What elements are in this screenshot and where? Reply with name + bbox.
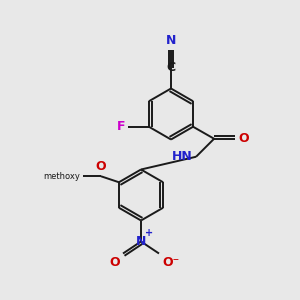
Text: O: O bbox=[96, 160, 106, 173]
Text: +: + bbox=[145, 228, 153, 238]
Text: C: C bbox=[167, 61, 176, 74]
Text: N: N bbox=[166, 34, 176, 46]
Text: O⁻: O⁻ bbox=[162, 256, 179, 269]
Text: F: F bbox=[116, 120, 125, 133]
Text: methoxy: methoxy bbox=[43, 172, 80, 181]
Text: O: O bbox=[238, 132, 249, 145]
Text: O: O bbox=[110, 256, 120, 269]
Text: N: N bbox=[136, 235, 146, 248]
Text: HN: HN bbox=[172, 150, 193, 163]
